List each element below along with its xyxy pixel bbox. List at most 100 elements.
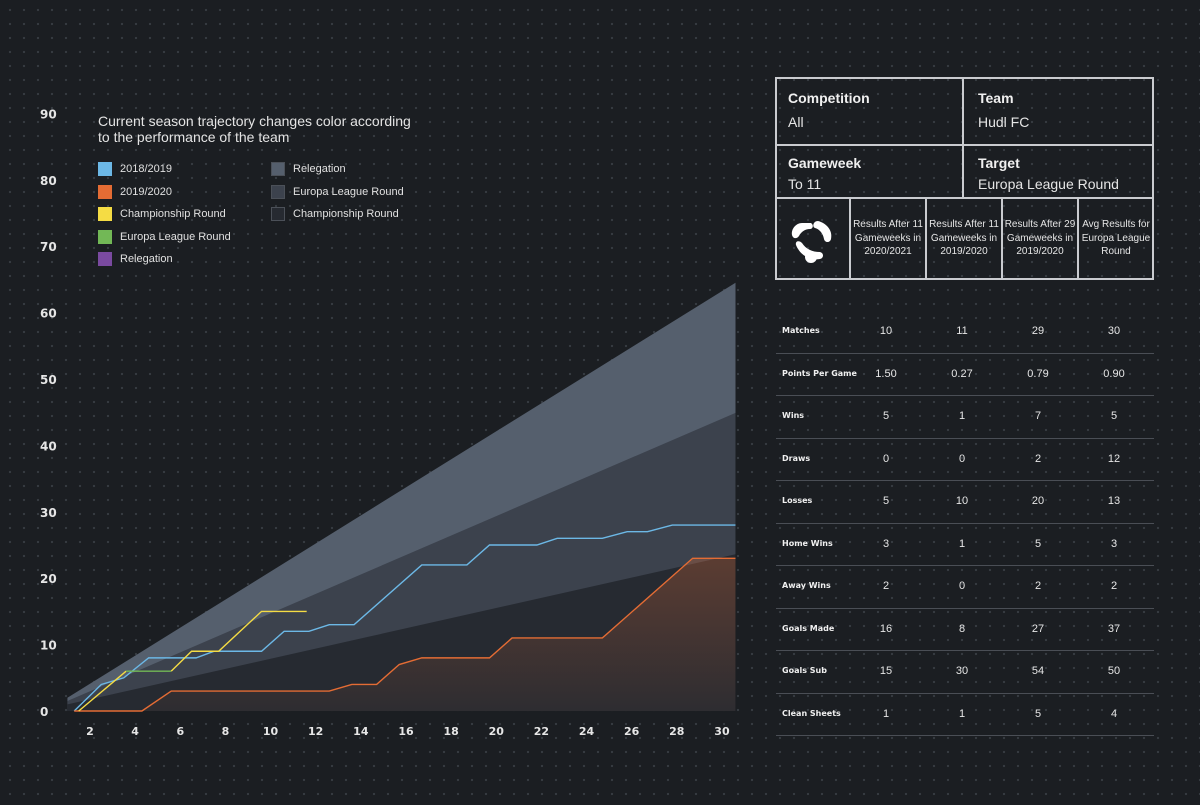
x-tick-label: 2 (86, 725, 94, 738)
target-filter[interactable]: Target Europa League Round (978, 155, 1119, 192)
cell-value: 13 (1107, 495, 1121, 507)
series-line-2-0 (78, 670, 127, 712)
legend-item: Championship Round (271, 203, 404, 226)
cell-value: 54 (1031, 665, 1045, 677)
row-label: Points Per Game (782, 368, 857, 378)
cell-value: 1 (958, 707, 966, 720)
filter-panel (775, 77, 1154, 280)
team-logo-icon (791, 221, 832, 263)
legend-label: Relegation (120, 253, 173, 266)
cell-value: 2 (1034, 452, 1042, 465)
series-line-1-0 (74, 557, 736, 712)
cell-value: 2 (882, 580, 890, 592)
cell-value: 10 (879, 325, 893, 337)
row-label: Matches (782, 326, 820, 335)
y-tick-label: 40 (40, 439, 57, 453)
legend-item: Relegation (271, 158, 404, 181)
x-tick-label: 8 (222, 725, 230, 738)
competition-label: Competition (788, 90, 870, 106)
table-row: Away Wins 2 0 2 2 (776, 566, 1154, 609)
cell-value: 0.90 (1103, 367, 1125, 380)
series-line-0-0 (73, 524, 736, 712)
table-row: Matches 10 11 29 30 (776, 311, 1154, 354)
cell-value: 3 (882, 537, 890, 550)
y-tick-label: 70 (40, 240, 57, 254)
cell-value: 4 (1110, 707, 1118, 720)
cell-value: 1 (958, 537, 966, 550)
x-tick-label: 10 (263, 725, 279, 738)
legend-item: Europa League Round (271, 181, 404, 204)
target-value: Europa League Round (978, 176, 1119, 192)
legend: Current season trajectory changes color … (98, 113, 418, 267)
legend-swatch (271, 207, 285, 222)
legend-label: Championship Round (120, 208, 226, 221)
cell-value: 16 (879, 622, 893, 635)
gameweek-value: To 11 (788, 176, 822, 192)
legend-label: 2019/2020 (120, 185, 172, 198)
x-tick-label: 18 (443, 725, 458, 738)
row-label: Away Wins (782, 581, 831, 590)
legend-label: 2018/2019 (120, 163, 172, 176)
row-label: Wins (782, 411, 805, 420)
legend-swatch (98, 207, 112, 222)
legend-label: Relegation (293, 163, 346, 176)
row-label: Draws (782, 453, 811, 463)
x-tick-label: 22 (534, 725, 549, 738)
cell-value: 12 (1107, 452, 1121, 465)
y-tick-label: 90 (40, 107, 57, 121)
x-tick-label: 4 (131, 725, 139, 738)
y-tick-label: 0 (40, 705, 48, 719)
y-tick-label: 20 (40, 572, 57, 586)
cell-value: 0 (958, 580, 966, 592)
x-tick-label: 12 (308, 725, 323, 738)
table-row: Goals Sub 15 30 54 50 (776, 651, 1154, 694)
table-row: Draws 0 0 2 12 (776, 439, 1154, 481)
column-header-2: Results After 11 Gameweeks in 2019/2020 (929, 219, 999, 258)
row-label: Home Wins (782, 538, 833, 548)
cell-value: 1.50 (875, 367, 897, 380)
stats-table: Matches 10 11 29 30 Points Per Game 1.50 0.27 0.… (776, 311, 1154, 736)
x-tick-label: 30 (714, 725, 730, 738)
cell-value: 20 (1031, 495, 1045, 507)
cell-value: 37 (1107, 622, 1121, 635)
cell-value: 1 (958, 410, 966, 422)
cell-value: 10 (955, 495, 969, 507)
cell-value: 0 (958, 452, 966, 465)
team-label: Team (978, 90, 1014, 106)
cell-value: 5 (1110, 410, 1118, 422)
cell-value: 5 (1034, 537, 1042, 550)
legend-item: Relegation (98, 248, 231, 271)
x-tick-label: 26 (624, 725, 640, 738)
cell-value: 2 (1110, 580, 1118, 592)
legend-swatch (98, 162, 112, 177)
legend-item: 2018/2019 (98, 158, 231, 181)
legend-title: Current season trajectory changes color … (98, 113, 411, 145)
gameweek-filter[interactable]: Gameweek To 11 (788, 155, 861, 192)
legend-swatch (271, 162, 285, 177)
cell-value: 1 (882, 707, 890, 720)
row-label: Clean Sheets (782, 708, 841, 718)
team-filter[interactable]: Team Hudl FC (978, 90, 1029, 130)
row-label: Goals Made (782, 623, 835, 633)
gameweek-label: Gameweek (788, 155, 862, 171)
column-header-3: Results After 29 Gameweeks in 2019/2020 (1004, 219, 1076, 258)
row-label: Losses (782, 496, 813, 505)
table-row: Points Per Game 1.50 0.27 0.79 0.90 (776, 354, 1154, 396)
legend-label: Championship Round (293, 208, 399, 221)
cell-value: 11 (956, 325, 968, 337)
column-header-1: Results After 11 Gameweeks in 2020/2021 (853, 219, 923, 258)
cell-value: 0 (882, 452, 890, 465)
cell-value: 5 (882, 495, 890, 507)
cell-value: 50 (1107, 665, 1121, 677)
row-label: Goals Sub (782, 666, 827, 675)
legend-item: Championship Round (98, 203, 231, 226)
cell-value: 3 (1110, 537, 1118, 550)
cell-value: 5 (882, 410, 890, 422)
y-tick-label: 10 (40, 639, 57, 653)
table-row: Clean Sheets 1 1 5 4 (776, 694, 1154, 736)
legend-swatch (98, 184, 112, 199)
competition-filter[interactable]: Competition All (788, 90, 870, 130)
x-tick-label: 20 (489, 725, 505, 738)
x-tick-label: 28 (669, 725, 684, 738)
